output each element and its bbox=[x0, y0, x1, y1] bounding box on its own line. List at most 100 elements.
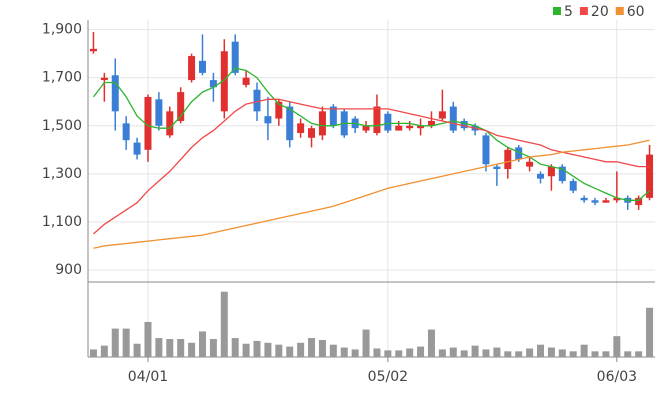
legend: 5 20 60 bbox=[553, 4, 645, 20]
volume-bar bbox=[89, 349, 97, 357]
volume-bar bbox=[329, 344, 337, 357]
volume-bar bbox=[515, 351, 523, 357]
y-tick-label: 1,300 bbox=[42, 166, 82, 182]
candle-body bbox=[177, 92, 185, 121]
volume-bar bbox=[438, 349, 446, 357]
candle-body bbox=[537, 173, 545, 179]
volume-bar bbox=[286, 346, 294, 357]
candle-body bbox=[602, 200, 610, 203]
volume-bar bbox=[100, 345, 108, 357]
candle-body bbox=[482, 135, 490, 165]
volume-bar bbox=[395, 350, 403, 357]
volume-bar bbox=[362, 329, 370, 357]
volume-bar bbox=[427, 329, 435, 357]
y-tick-label: 1,100 bbox=[42, 214, 82, 230]
volume-bar bbox=[253, 340, 261, 357]
candle-body bbox=[417, 125, 425, 129]
candle-body bbox=[427, 120, 435, 126]
volume-bar bbox=[318, 339, 326, 357]
candle-body bbox=[275, 101, 283, 119]
volume-bar bbox=[264, 342, 272, 357]
legend-swatch bbox=[553, 7, 561, 15]
volume-bar bbox=[504, 351, 512, 357]
candle-body bbox=[188, 56, 196, 81]
y-tick-label: 1,500 bbox=[42, 118, 82, 134]
volume-bar bbox=[144, 321, 152, 357]
candle-body bbox=[155, 99, 163, 126]
ma-line bbox=[93, 98, 650, 235]
volume-bar bbox=[177, 339, 185, 357]
candle-body bbox=[449, 106, 457, 131]
candle-body bbox=[635, 197, 643, 206]
candle-body bbox=[373, 106, 381, 133]
volume-bar bbox=[188, 342, 196, 357]
candle-body bbox=[504, 149, 512, 170]
x-tick-label: 05/02 bbox=[368, 369, 408, 385]
candle-body bbox=[591, 200, 599, 203]
volume-bar bbox=[220, 291, 228, 357]
legend-label: 5 bbox=[564, 4, 573, 20]
legend-label: 60 bbox=[627, 4, 645, 20]
x-tick-label: 06/03 bbox=[597, 369, 637, 385]
volume-bar bbox=[558, 349, 566, 357]
legend-label: 20 bbox=[591, 4, 609, 20]
volume-bar bbox=[526, 348, 534, 357]
candle-body bbox=[144, 96, 152, 150]
candle-body bbox=[329, 106, 337, 126]
candle-body bbox=[100, 77, 108, 81]
volume-bar bbox=[275, 344, 283, 357]
volume-bar bbox=[297, 342, 305, 357]
volume-bar bbox=[602, 351, 610, 357]
volume-bar bbox=[373, 348, 381, 357]
volume-bar bbox=[209, 339, 217, 357]
candle-body bbox=[231, 41, 239, 73]
volume-bar bbox=[231, 338, 239, 357]
volume-bar bbox=[166, 339, 174, 357]
volume-bar bbox=[308, 338, 316, 357]
candle-body bbox=[580, 197, 588, 201]
candle-body bbox=[406, 125, 414, 129]
volume-bar bbox=[613, 336, 621, 357]
x-tick-label: 04/01 bbox=[128, 369, 168, 385]
volume-bar bbox=[547, 347, 555, 357]
candle-body bbox=[198, 60, 206, 73]
candle-body bbox=[111, 75, 119, 112]
y-tick-label: 900 bbox=[55, 262, 82, 278]
volume-bar bbox=[471, 345, 479, 357]
volume-bar bbox=[417, 346, 425, 357]
candle-body bbox=[297, 123, 305, 133]
candle-body bbox=[253, 89, 261, 112]
candle-body bbox=[133, 142, 141, 155]
volume-bar bbox=[482, 349, 490, 357]
candle-body bbox=[362, 125, 370, 131]
y-tick-label: 1,900 bbox=[42, 22, 82, 38]
candle-body bbox=[89, 48, 97, 52]
candle-body bbox=[438, 111, 446, 119]
candle-body bbox=[264, 116, 272, 124]
ma-line bbox=[92, 67, 650, 201]
volume-bar bbox=[646, 307, 654, 357]
volume-bar bbox=[635, 351, 643, 357]
ma-line bbox=[93, 139, 650, 249]
legend-swatch bbox=[579, 7, 588, 15]
volume-bar bbox=[340, 347, 348, 357]
candle-body bbox=[646, 154, 654, 198]
volume-bar bbox=[624, 351, 632, 357]
volume-bar bbox=[493, 347, 501, 357]
volume-bar bbox=[591, 351, 599, 357]
legend-swatch bbox=[615, 7, 624, 15]
candle-body bbox=[318, 111, 326, 136]
volume-bar bbox=[155, 338, 163, 357]
candle-body bbox=[613, 197, 621, 201]
candle-body bbox=[220, 51, 228, 112]
candle-body bbox=[384, 113, 392, 131]
candle-body bbox=[209, 80, 217, 88]
volume-bar bbox=[449, 347, 457, 357]
candle-body bbox=[526, 161, 534, 167]
volume-bar bbox=[580, 344, 588, 357]
volume-bar bbox=[406, 348, 414, 357]
candle-body bbox=[122, 123, 130, 141]
candle-body bbox=[515, 147, 523, 160]
candle-body bbox=[308, 128, 316, 138]
